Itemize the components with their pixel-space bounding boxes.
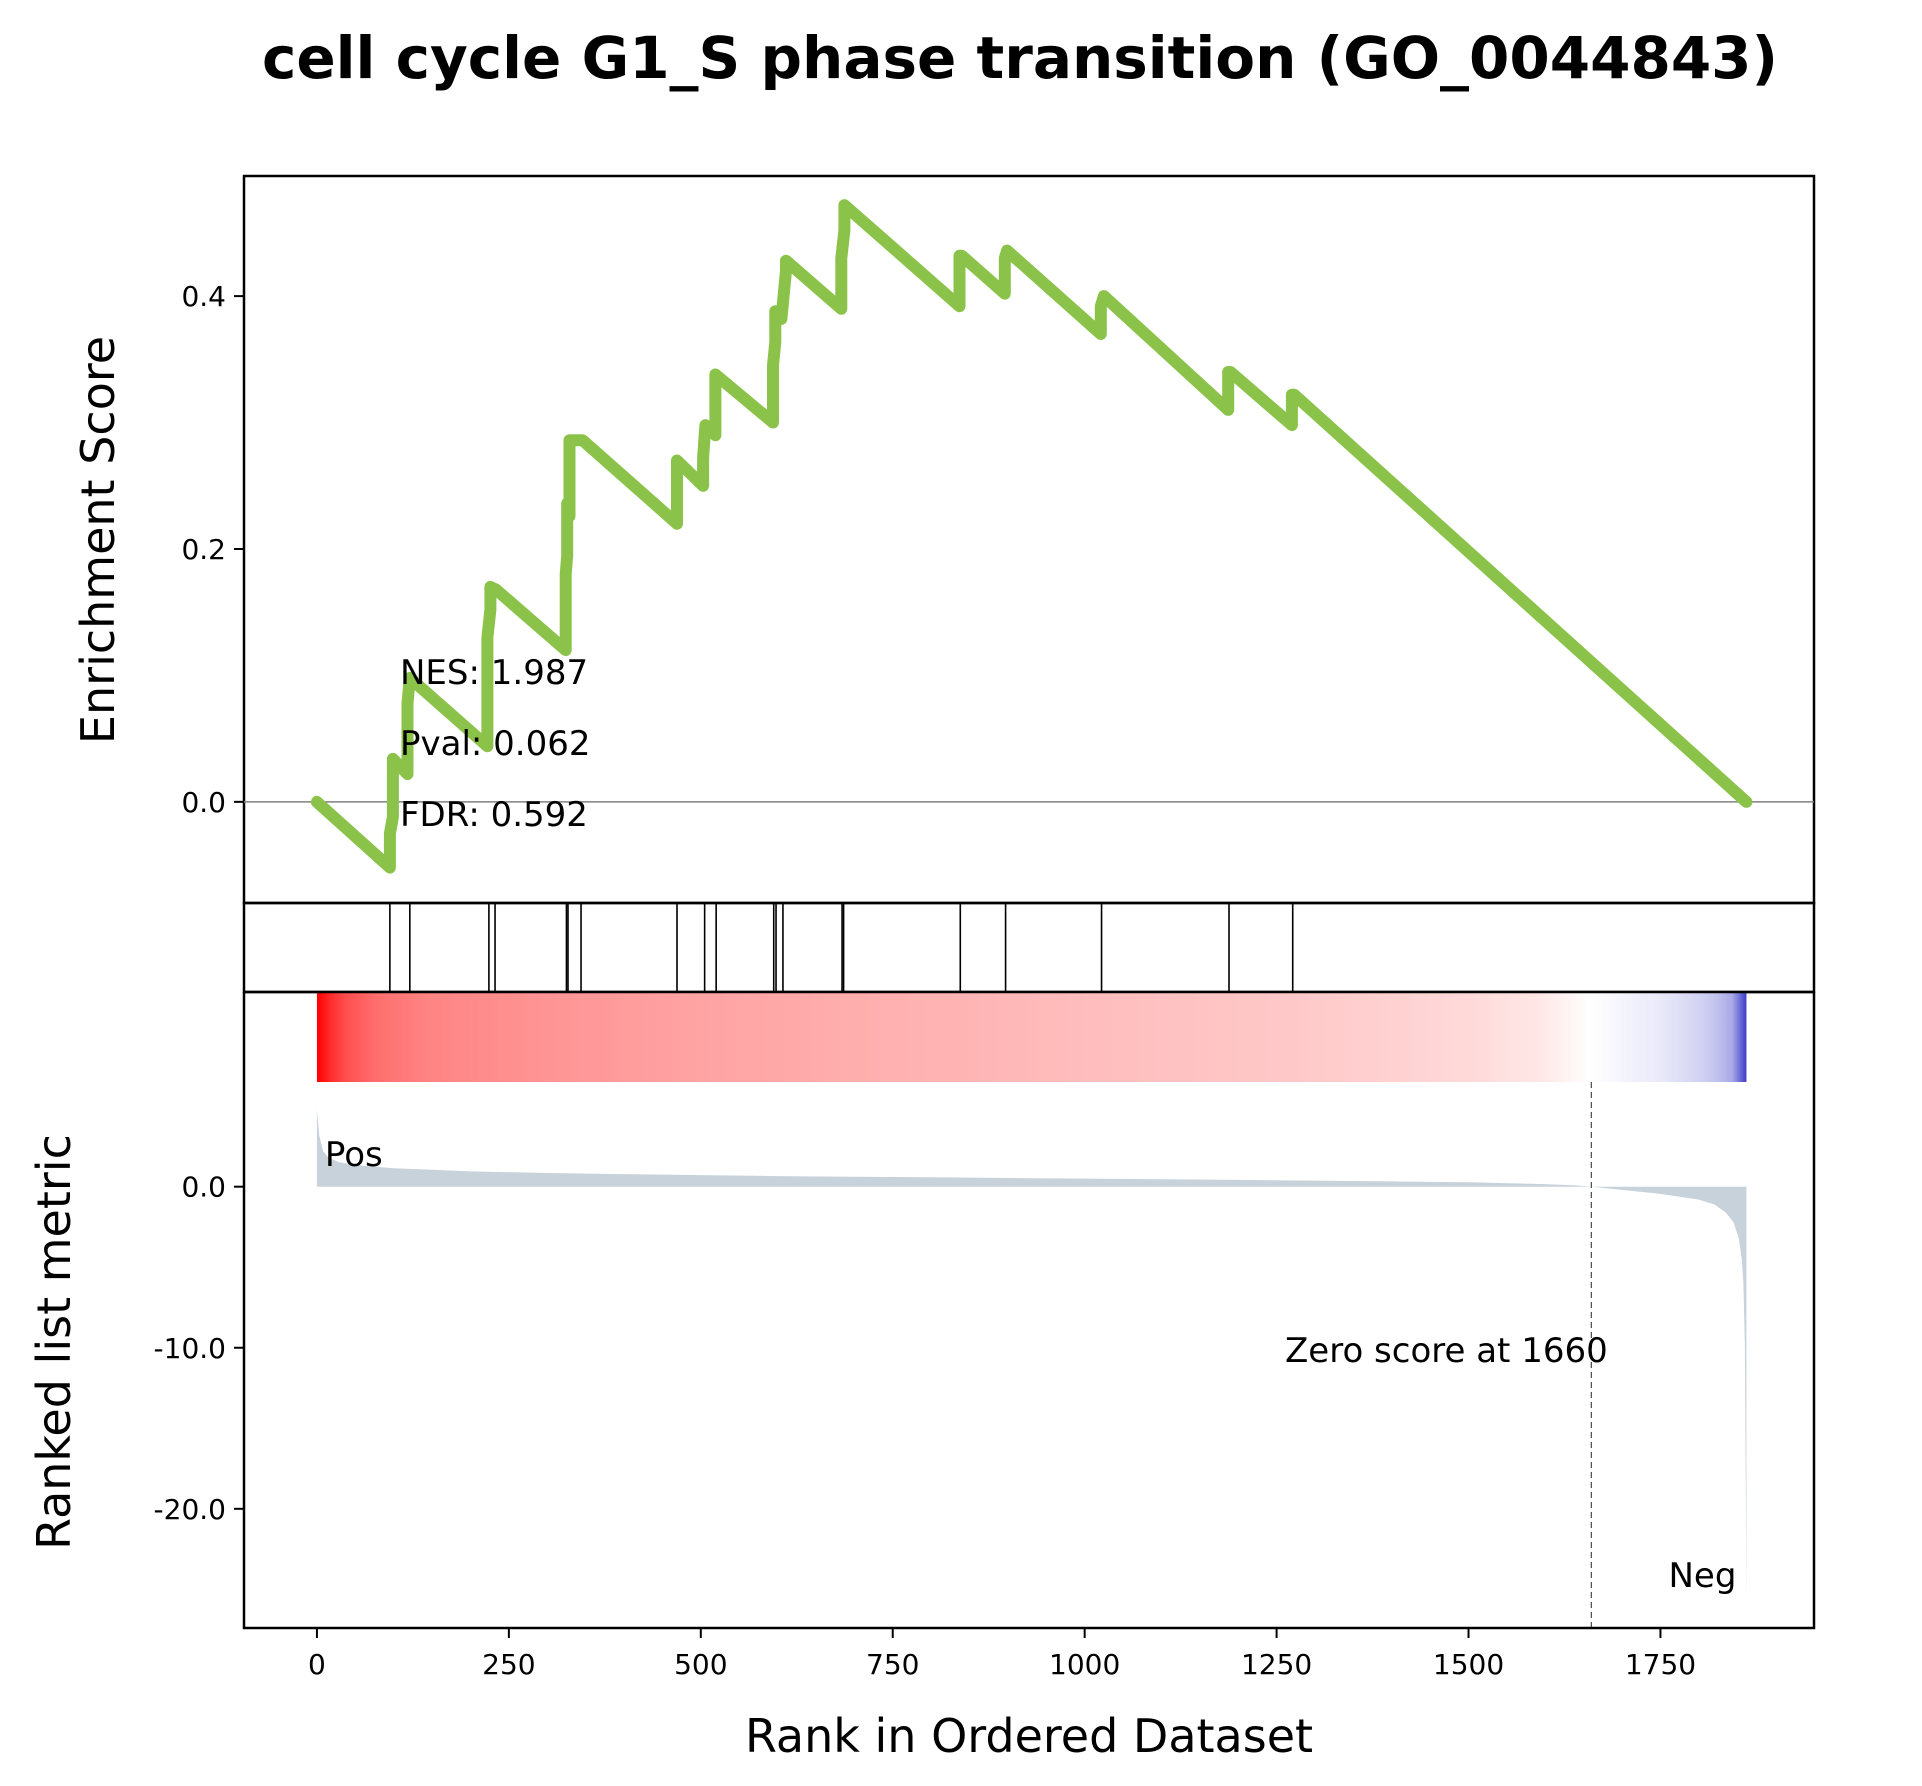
pos-label: Pos (325, 1135, 383, 1175)
metric-y-ticks: 0.0 -10.0 -20.0 (154, 1171, 244, 1526)
zero-score-label: Zero score at 1660 (1285, 1331, 1608, 1371)
metric-y-axis-label: Ranked list metric (27, 1134, 81, 1550)
metric-y-tick-label: -20.0 (154, 1493, 226, 1526)
gene-hit-marks (389, 903, 1294, 992)
fdr-stat-label: FDR: 0.592 (400, 795, 588, 835)
es-y-tick-label: 0.2 (181, 533, 226, 566)
es-y-tick-label: 0.0 (181, 786, 226, 819)
x-tick-label: 1000 (1049, 1648, 1120, 1681)
chart-title: cell cycle G1_S phase transition (GO_004… (262, 24, 1778, 92)
metric-y-tick-label: -10.0 (154, 1332, 226, 1365)
nes-stat-label: NES: 1.987 (400, 653, 588, 693)
es-y-ticks: 0.0 0.2 0.4 (181, 280, 244, 819)
x-tick-label: 0 (308, 1648, 326, 1681)
enrichment-score-panel: 0.0 0.2 0.4 NES: 1.987 Pval: 0.062 FDR: 0.… (71, 174, 1816, 905)
x-tick-label: 1250 (1241, 1648, 1312, 1681)
es-running-score-line (310, 199, 1753, 874)
x-axis-ticks: 0 250 500 750 1000 1250 1500 1750 (308, 1628, 1696, 1681)
x-tick-label: 250 (482, 1648, 535, 1681)
metric-y-tick-label: 0.0 (181, 1171, 226, 1204)
pval-stat-label: Pval: 0.062 (400, 724, 591, 764)
x-tick-label: 1500 (1433, 1648, 1504, 1681)
es-panel-frame (242, 174, 1816, 905)
gene-hits-panel (242, 901, 1816, 994)
es-y-axis-label: Enrichment Score (71, 336, 125, 744)
es-y-tick-label: 0.4 (181, 280, 226, 313)
ranked-metric-panel: 0.0 -10.0 -20.0 Zero score at 1660 Pos Neg… (27, 990, 1816, 1630)
x-tick-label: 500 (674, 1648, 727, 1681)
x-tick-label: 1750 (1625, 1648, 1696, 1681)
neg-label: Neg (1669, 1556, 1737, 1596)
metric-panel-frame (242, 992, 1816, 1630)
x-tick-label: 750 (866, 1648, 919, 1681)
ranked-heatmap-bar (316, 992, 1747, 1082)
x-axis-label: Rank in Ordered Dataset (745, 1709, 1313, 1763)
hits-panel-frame (242, 901, 1816, 994)
